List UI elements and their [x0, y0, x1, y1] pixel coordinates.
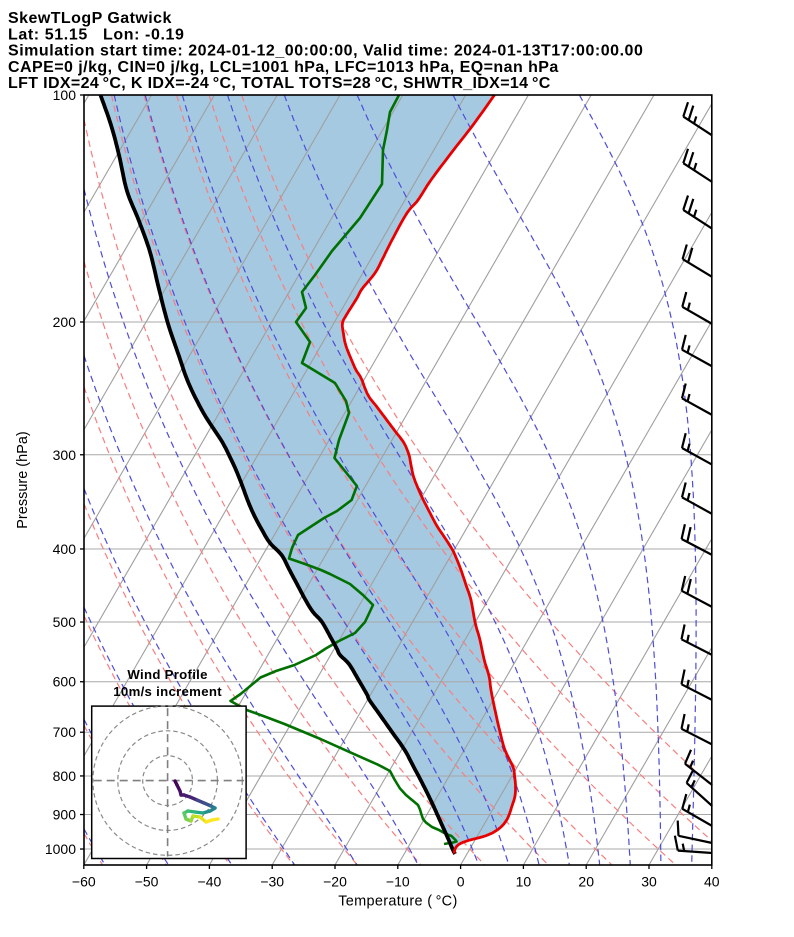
- svg-text:900: 900: [53, 807, 77, 823]
- svg-text:300: 300: [53, 447, 77, 463]
- svg-text:200: 200: [53, 314, 77, 330]
- svg-text:LFT IDX=24 °C, K IDX=-24 °C, T: LFT IDX=24 °C, K IDX=-24 °C, TOTAL TOTS=…: [8, 75, 551, 92]
- svg-text:700: 700: [53, 724, 77, 740]
- svg-text:−40: −40: [198, 874, 222, 890]
- svg-text:−30: −30: [260, 874, 284, 890]
- svg-text:10: 10: [516, 874, 532, 890]
- svg-text:CAPE=0 j/kg, CIN=0 j/kg, LCL=1: CAPE=0 j/kg, CIN=0 j/kg, LCL=1001 hPa, L…: [8, 59, 559, 76]
- svg-text:1000: 1000: [45, 841, 76, 857]
- svg-text:Wind Profile: Wind Profile: [127, 667, 207, 682]
- svg-text:Simulation start time: 2024-01: Simulation start time: 2024-01-12_00:00:…: [8, 43, 643, 60]
- svg-text:40: 40: [704, 874, 720, 890]
- svg-text:0: 0: [457, 874, 465, 890]
- svg-text:−60: −60: [72, 874, 96, 890]
- svg-text:Temperature ( °C): Temperature ( °C): [338, 894, 457, 910]
- svg-text:Lat: 51.15 Lon: -0.19: Lat: 51.15 Lon: -0.19: [8, 26, 185, 43]
- svg-text:600: 600: [53, 674, 77, 690]
- svg-text:100: 100: [53, 87, 77, 103]
- svg-text:−10: −10: [386, 874, 410, 890]
- svg-text:500: 500: [53, 614, 77, 630]
- svg-text:SkewTLogP Gatwick: SkewTLogP Gatwick: [8, 10, 172, 27]
- svg-text:800: 800: [53, 768, 77, 784]
- svg-text:−20: −20: [323, 874, 347, 890]
- svg-text:10m/s increment: 10m/s increment: [113, 684, 222, 699]
- svg-text:30: 30: [641, 874, 657, 890]
- svg-text:20: 20: [578, 874, 594, 890]
- svg-text:−50: −50: [135, 874, 159, 890]
- svg-text:400: 400: [53, 541, 77, 557]
- svg-text:Pressure (hPa): Pressure (hPa): [15, 431, 31, 529]
